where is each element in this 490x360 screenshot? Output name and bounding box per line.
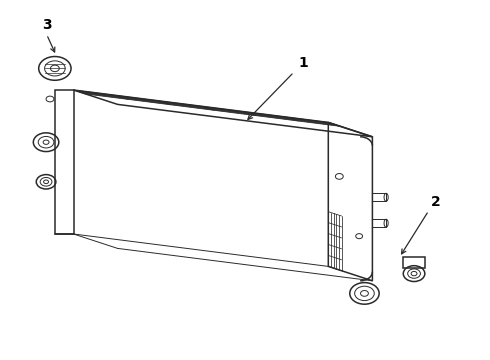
Text: 2: 2 — [431, 195, 441, 209]
Text: 1: 1 — [299, 56, 309, 70]
Text: 3: 3 — [42, 18, 51, 32]
